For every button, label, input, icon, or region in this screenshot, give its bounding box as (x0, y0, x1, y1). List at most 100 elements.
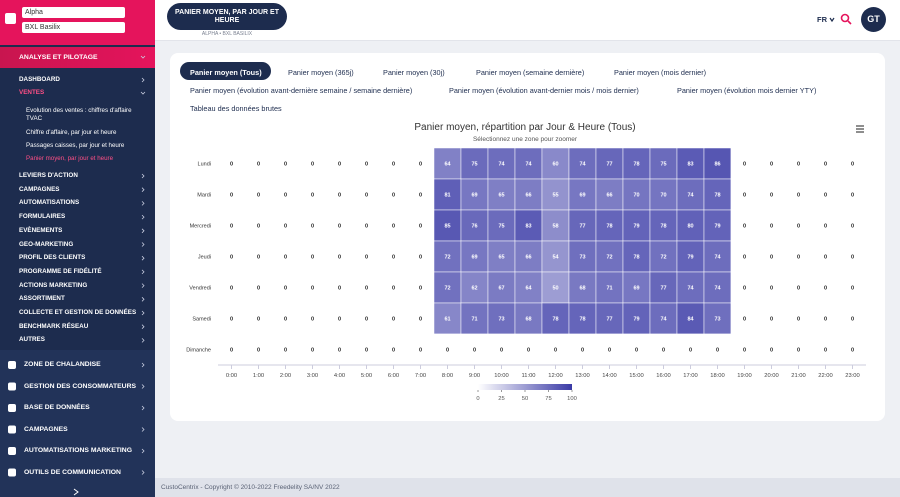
cell-label: 0 (230, 348, 233, 354)
menu-item[interactable]: CAMPAGNES (19, 185, 60, 193)
module-item[interactable]: CAMPAGNES (24, 425, 68, 433)
menu-item[interactable]: PROGRAMME DE FIDÉLITÉ (19, 267, 102, 275)
menu-item[interactable]: COLLECTE ET GESTION DE DONNÉES (19, 309, 137, 316)
cell-label: 85 (444, 224, 450, 230)
menu-item[interactable]: PROFIL DES CLIENTS (19, 254, 86, 262)
x-tick-label: 17:00 (683, 373, 698, 379)
search-icon[interactable] (840, 13, 850, 23)
module-item[interactable]: AUTOMATISATIONS MARKETING (24, 447, 132, 454)
cell-label: 0 (257, 193, 260, 199)
heat-cell (325, 240, 354, 273)
cell-label: 0 (851, 224, 854, 230)
cell-label: 0 (257, 224, 260, 230)
cell-label: 75 (471, 162, 477, 168)
heat-cell (460, 240, 489, 273)
heat-cell (487, 147, 516, 180)
chevron (141, 214, 145, 220)
menu-item[interactable]: AUTOMATISATIONS (19, 199, 80, 207)
tab[interactable]: Panier moyen (évolution avant-dernière s… (190, 86, 413, 95)
cell-label: 0 (770, 348, 773, 354)
submenu-item[interactable]: Chiffre d'affaire, par jour et heure (26, 129, 117, 136)
cell-label: 0 (338, 286, 341, 292)
menu-item[interactable]: BENCHMARK RÉSEAU (19, 322, 89, 330)
submenu-item[interactable]: Panier moyen, par jour et heure (26, 155, 114, 162)
module-item[interactable]: GESTION DES CONSOMMATEURS (24, 382, 137, 390)
site-select[interactable]: BXL Basilix (22, 22, 125, 33)
heat-cell (838, 147, 867, 180)
collapse-icon[interactable] (73, 488, 79, 496)
heat-cell (379, 147, 408, 180)
language[interactable]: FR (817, 15, 827, 24)
cell-label: 76 (471, 224, 477, 230)
tab[interactable]: Panier moyen (365j) (288, 68, 354, 77)
heat-cell (244, 209, 273, 242)
chevron (141, 173, 145, 179)
menu-item[interactable]: GEO-MARKETING (19, 240, 74, 248)
cell-label: 0 (797, 348, 800, 354)
x-tick-label: 19:00 (737, 373, 752, 379)
menu-icon[interactable] (856, 125, 864, 133)
heat-cell (541, 333, 570, 366)
tab[interactable]: Panier moyen (évolution avant-dernier mo… (449, 86, 639, 95)
heat-cell (838, 333, 867, 366)
heat-cell (298, 209, 327, 242)
cell-label: 0 (230, 224, 233, 230)
x-tick-label: 18:00 (710, 373, 725, 379)
section-title[interactable]: ANALYSE ET PILOTAGE (19, 54, 98, 61)
heat-cell (568, 271, 597, 304)
submenu-item[interactable]: Evolution des ventes : chiffres d'affair… (26, 107, 132, 122)
cell-label: 78 (633, 255, 639, 261)
cell-label: 69 (633, 286, 639, 292)
cell-label: 0 (365, 255, 368, 261)
submenu-item[interactable]: Passages caisses, par jour et heure (26, 142, 125, 149)
cell-label: 77 (606, 317, 612, 323)
x-tick-label: 22:00 (818, 373, 833, 379)
cell-label: 0 (824, 317, 827, 323)
cell-label: 60 (552, 162, 558, 168)
menu-item[interactable]: EVÈNEMENTS (19, 226, 63, 234)
x-tick-label: 12:00 (548, 373, 563, 379)
tab[interactable]: Panier moyen (semaine dernière) (476, 68, 585, 77)
heat-cell (730, 302, 759, 335)
cell-label: 0 (338, 224, 341, 230)
cell-label: 0 (365, 317, 368, 323)
footer (155, 478, 900, 497)
cell-label: 78 (660, 224, 666, 230)
cell-label: 72 (606, 255, 612, 261)
menu-item[interactable]: FORMULAIRES (19, 213, 66, 221)
module-item[interactable]: OUTILS DE COMMUNICATION (24, 468, 121, 476)
tab[interactable]: Panier moyen (30j) (383, 68, 445, 77)
avatar[interactable]: GT (861, 7, 886, 32)
module-icon (8, 361, 16, 369)
tab[interactable]: Tableau des données brutes (190, 104, 282, 113)
heat-cell (406, 302, 435, 335)
heat-cell (811, 271, 840, 304)
cell-label: 0 (392, 193, 395, 199)
tab[interactable]: Panier moyen (évolution mois dernier YTY… (677, 86, 817, 95)
heat-cell (703, 147, 732, 180)
tab[interactable]: Panier moyen (Tous) (190, 68, 262, 77)
menu-item[interactable]: ASSORTIMENT (19, 295, 65, 303)
menu-item[interactable]: AUTRES (19, 336, 45, 344)
tab[interactable]: Panier moyen (mois dernier) (614, 68, 707, 77)
row-label: Dimanche (186, 348, 211, 354)
account-select[interactable]: Alpha (22, 7, 125, 18)
heat-cell (568, 178, 597, 211)
module-item[interactable]: BASE DE DONNÉES (24, 404, 90, 411)
menu-item[interactable]: DASHBOARD (19, 76, 60, 83)
cell-label: 74 (687, 286, 694, 292)
cell-label: 0 (365, 286, 368, 292)
menu-item[interactable]: ACTIONS MARKETING (19, 281, 88, 289)
menu-item[interactable]: LEVIERS D'ACTION (19, 172, 78, 179)
heat-cell (514, 240, 543, 273)
chevron (141, 297, 145, 302)
cell-label: 0 (851, 317, 854, 323)
module-item[interactable]: ZONE DE CHALANDISE (24, 361, 101, 368)
x-tick-label: 3:00 (307, 373, 318, 379)
cell-label: 0 (419, 162, 422, 168)
menu-item[interactable]: VENTES (19, 89, 45, 96)
chevron (141, 427, 145, 432)
chevron (141, 324, 145, 329)
cell-label: 68 (525, 317, 531, 323)
heat-cell (730, 178, 759, 211)
